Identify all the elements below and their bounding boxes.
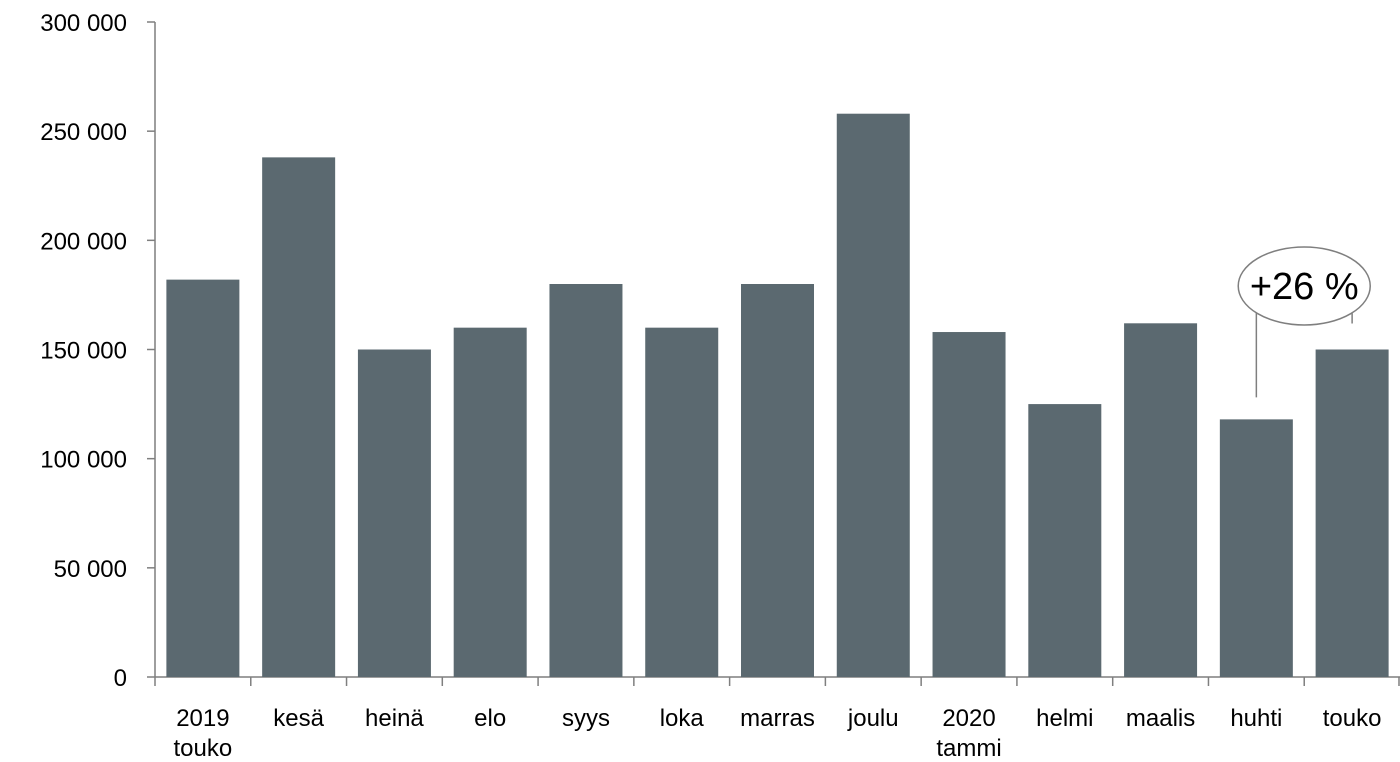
change-annotation: +26 % [1237,246,1371,398]
x-tick-label-line: 2019 [176,705,229,732]
x-tick-label-line: syys [562,705,610,732]
bar [645,327,719,677]
y-tick-label: 300 000 [40,10,127,37]
y-tick-label: 50 000 [54,556,127,583]
bar [1028,404,1102,677]
x-tick-label: helmi [1036,705,1093,732]
x-tick-label: huhti [1230,705,1282,732]
x-tick-label-line: kesä [273,705,324,732]
x-tick-label-line: joulu [847,705,899,732]
x-tick-label-line: touko [1323,705,1382,732]
bar [741,284,814,677]
bar [836,113,910,677]
bar [357,349,431,677]
bar [549,284,623,677]
x-tick-label-line: heinä [365,705,424,732]
x-tick-label: maalis [1126,705,1195,732]
bar [1219,419,1293,677]
y-axis: 0 50 000 100 000 150 000 200 000 250 000 300 0… [40,10,156,692]
bars [166,113,1389,677]
x-tick-label: marras [740,705,815,732]
x-tick-label-line: touko [174,735,233,762]
x-tick-label-line: marras [740,705,815,732]
x-tick-label: 2019 touko [174,705,233,762]
y-tick-label: 0 [114,665,127,692]
x-tick-label: 2020 tammi [936,705,1001,762]
x-tick-label: kesä [273,705,324,732]
x-tick-label-line: elo [474,705,506,732]
bar [166,279,240,677]
bar [1124,323,1198,677]
y-tick-label: 250 000 [40,119,127,146]
x-axis: 2019 touko kesä heinä elo syys loka marras joulu… [154,676,1400,762]
y-tick-label: 200 000 [40,228,127,255]
x-tick-label: touko [1323,705,1382,732]
x-tick-label-line: maalis [1126,705,1195,732]
annotation-label: +26 % [1250,266,1359,308]
x-tick-label: elo [474,705,506,732]
x-tick-label: syys [562,705,610,732]
x-tick-label: loka [660,705,705,732]
x-tick-label: heinä [365,705,424,732]
y-tick-label: 150 000 [40,338,127,365]
x-tick-label-line: tammi [936,735,1001,762]
bar [1315,349,1389,677]
y-tick-label: 100 000 [40,447,127,474]
bar [262,157,336,677]
bar [932,332,1006,677]
x-tick-label-line: loka [660,705,705,732]
x-tick-label-line: huhti [1230,705,1282,732]
x-tick-label: joulu [847,705,899,732]
annotation-bubble [1237,246,1371,326]
x-tick-label-line: helmi [1036,705,1093,732]
x-tick-label-line: 2020 [942,705,995,732]
bar [453,327,527,677]
